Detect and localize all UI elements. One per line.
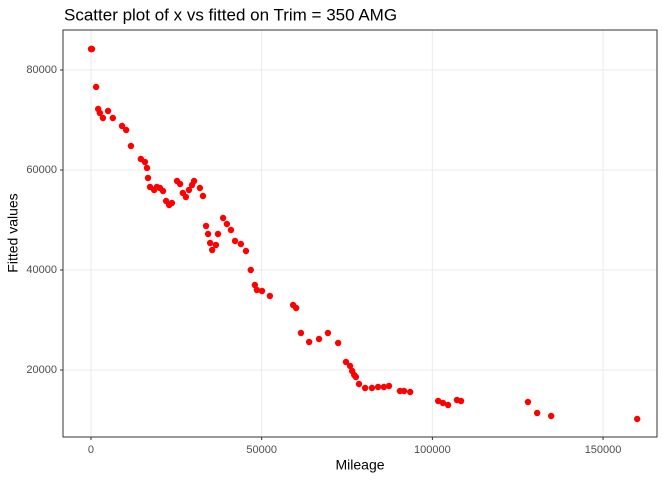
point [342, 358, 350, 366]
point [144, 174, 152, 182]
point [346, 362, 354, 370]
point [208, 246, 216, 254]
point [305, 338, 313, 346]
point [122, 126, 130, 134]
point [434, 397, 442, 405]
point [374, 383, 382, 391]
point [159, 187, 167, 195]
point [118, 122, 126, 130]
point [176, 180, 184, 188]
point [352, 373, 360, 381]
chart-title: Scatter plot of x vs fitted on Trim = 35… [64, 5, 397, 24]
point [223, 220, 231, 228]
point [258, 287, 266, 295]
x-tick-label: 150000 [585, 444, 622, 456]
point [143, 164, 151, 172]
point [533, 409, 541, 417]
point [109, 114, 117, 122]
y-tick-label: 60000 [26, 164, 57, 176]
point [92, 83, 100, 91]
point [524, 398, 532, 406]
point [400, 387, 408, 395]
x-axis-label: Mileage [335, 457, 384, 473]
point [334, 339, 342, 347]
point [547, 412, 555, 420]
point [141, 158, 149, 166]
point [127, 142, 135, 150]
point [251, 281, 259, 289]
point [315, 335, 323, 343]
point [168, 199, 176, 207]
point [237, 240, 245, 248]
point [457, 397, 465, 405]
point [214, 230, 222, 238]
point [324, 329, 332, 337]
y-tick-label: 20000 [26, 364, 57, 376]
panel-border [62, 29, 658, 438]
point [99, 114, 107, 122]
point [247, 266, 254, 274]
point [292, 304, 300, 312]
x-tick-label: 0 [88, 444, 94, 456]
point [380, 383, 388, 391]
point [355, 380, 363, 388]
point [368, 384, 376, 392]
point [104, 107, 112, 115]
point [190, 177, 198, 185]
plot-background [63, 30, 657, 437]
x-tick-label: 50000 [246, 444, 277, 456]
point [206, 239, 214, 247]
y-tick-label: 40000 [26, 264, 57, 276]
point [439, 399, 447, 407]
point [219, 214, 227, 222]
y-tick-label: 80000 [26, 64, 57, 76]
point [634, 415, 641, 423]
point [196, 184, 204, 192]
y-axis-label: Fitted values [5, 193, 21, 272]
point [96, 109, 104, 117]
point [227, 226, 235, 234]
point [266, 292, 274, 300]
point [204, 230, 212, 238]
point [231, 237, 239, 245]
point [444, 401, 452, 409]
point [88, 45, 96, 53]
point [202, 222, 210, 230]
point [242, 247, 250, 255]
point [406, 388, 414, 396]
x-tick-label: 100000 [414, 444, 451, 456]
point [182, 193, 190, 201]
point [212, 241, 220, 249]
point [297, 329, 305, 337]
point [385, 382, 393, 390]
point [185, 186, 193, 194]
point [361, 384, 369, 392]
point [253, 286, 261, 294]
point [199, 192, 207, 200]
